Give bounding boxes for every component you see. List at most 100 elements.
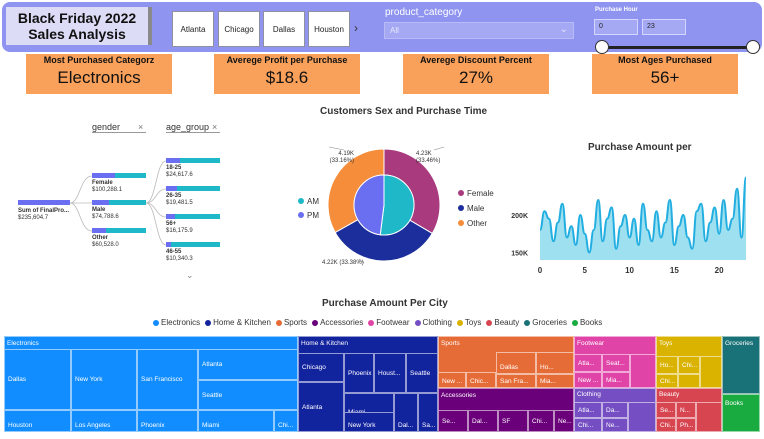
treemap-tile-accessories[interactable]: Ne...	[554, 410, 574, 432]
legend-item-beauty[interactable]: Beauty	[481, 318, 519, 327]
age-node-0-bar[interactable]	[166, 158, 220, 163]
treemap-tile-footwear[interactable]: New ...	[574, 372, 602, 388]
treemap-tile-home-kitchen[interactable]: Atlanta	[298, 382, 344, 432]
legend-item-female[interactable]: Female	[458, 186, 494, 201]
treemap-tile-home-kitchen[interactable]: Houst...	[374, 353, 406, 393]
treemap-tile-electronics[interactable]: Atlanta	[198, 349, 298, 380]
legend-item-books[interactable]: Books	[567, 318, 602, 327]
legend-item-groceries[interactable]: Groceries	[519, 318, 567, 327]
treemap-tile-home-kitchen[interactable]: Chicago	[298, 353, 344, 382]
treemap-tile-sports[interactable]: New ...	[438, 372, 466, 388]
treemap-tile-electronics[interactable]: San Francisco	[137, 349, 198, 410]
treemap-tile-sports[interactable]: Dallas	[496, 352, 536, 374]
age-node-2-bar[interactable]	[166, 214, 220, 219]
treemap-tile-beauty[interactable]	[696, 402, 722, 432]
city-button-atlanta[interactable]: Atlanta	[172, 11, 214, 47]
legend-label: Home & Kitchen	[213, 318, 271, 327]
legend-item-toys[interactable]: Toys	[452, 318, 481, 327]
y-tick-label: 150K	[511, 251, 528, 258]
treemap-tile-clothing[interactable]	[628, 402, 656, 432]
treemap-tile-beauty[interactable]: N...	[676, 402, 696, 418]
treemap-tile-sports[interactable]: San Fra...	[496, 374, 536, 388]
city-button-dallas[interactable]: Dallas	[263, 11, 305, 47]
treemap-tile-electronics[interactable]: Seattle	[198, 380, 298, 410]
city-button-houston[interactable]: Houston	[308, 11, 350, 47]
donut-slice-pm[interactable]	[353, 174, 385, 236]
treemap-tile-toys[interactable]	[678, 374, 700, 388]
age-node-1-bar[interactable]	[166, 186, 220, 191]
gender-node-other-bar[interactable]	[92, 228, 146, 233]
city-button-chicago[interactable]: Chicago	[218, 11, 260, 47]
legend-item-pm[interactable]: PM	[298, 209, 319, 223]
treemap-tile-home-kitchen[interactable]: Phoenix	[344, 353, 374, 393]
treemap-tile-sports[interactable]: Ho...	[536, 352, 574, 374]
treemap-tile-accessories[interactable]: Dal...	[468, 410, 498, 432]
hour-slider-max-handle[interactable]	[746, 40, 760, 54]
age-node-3-bar[interactable]	[166, 242, 220, 247]
treemap-tile-electronics[interactable]: Chi...	[274, 410, 298, 432]
treemap-tile-electronics[interactable]: Dallas	[4, 349, 71, 410]
hour-slider-track[interactable]	[602, 46, 753, 49]
treemap-tile-toys[interactable]	[700, 356, 722, 388]
treemap-tile-electronics[interactable]: Houston	[4, 410, 71, 432]
hour-slider-min-handle[interactable]	[595, 40, 609, 54]
treemap-tile-electronics[interactable]: Los Angeles	[71, 410, 137, 432]
treemap-tile-accessories[interactable]: Chi...	[528, 410, 554, 432]
treemap-group-title: Clothing	[577, 391, 601, 398]
treemap-tile-accessories[interactable]: Se...	[438, 410, 468, 432]
treemap-group-books[interactable]	[722, 394, 760, 432]
treemap-tile-electronics[interactable]: Miami	[198, 410, 274, 432]
legend-item-footwear[interactable]: Footwear	[363, 318, 410, 327]
legend-item-accessories[interactable]: Accessories	[307, 318, 363, 327]
treemap-tile-footwear[interactable]	[630, 354, 656, 388]
treemap-tile-home-kitchen[interactable]: Seattle	[406, 353, 438, 393]
treemap-tile-toys[interactable]: Chi...	[656, 374, 678, 388]
treemap-tile-beauty[interactable]: Ph...	[676, 418, 696, 432]
treemap-tile-home-kitchen[interactable]: New York	[344, 412, 394, 432]
gender-node-male-bar[interactable]	[92, 200, 146, 205]
legend-item-clothing[interactable]: Clothing	[410, 318, 452, 327]
gender-node-other-value: $60,528.0	[92, 242, 119, 248]
close-icon[interactable]: ×	[138, 122, 144, 132]
legend-item-am[interactable]: AM	[298, 195, 319, 209]
treemap-tile-home-kitchen[interactable]: Dal...	[394, 393, 418, 432]
chevron-down-icon[interactable]: ⌄	[186, 270, 194, 280]
treemap-tile-clothing[interactable]: Ne...	[602, 418, 628, 432]
hour-min-input[interactable]: 0	[594, 19, 638, 35]
treemap-tile-beauty[interactable]: Se...	[656, 402, 676, 418]
treemap-tile-footwear[interactable]: Mia...	[602, 372, 630, 388]
age-node-1-value: $19,481.5	[166, 200, 193, 206]
legend-item-electronics[interactable]: Electronics	[148, 318, 200, 327]
treemap-tile-sports[interactable]: Mia...	[536, 374, 574, 388]
treemap-tile-clothing[interactable]: Chi...	[574, 418, 602, 432]
gender-node-female-bar[interactable]	[92, 173, 146, 178]
treemap-tile-accessories[interactable]: SF	[498, 410, 528, 432]
treemap-tile-footwear[interactable]: Atla...	[574, 354, 602, 372]
donut-legend-time: AM PM	[298, 195, 319, 223]
legend-item-other[interactable]: Other	[458, 216, 494, 231]
treemap-tile-home-kitchen[interactable]: Sa...	[418, 393, 438, 432]
treemap-tile-sports[interactable]: Chic...	[466, 372, 496, 388]
treemap-tile-electronics[interactable]: Phoenix	[137, 410, 198, 432]
legend-dot	[414, 319, 421, 326]
close-icon[interactable]: ×	[212, 122, 218, 132]
treemap-tile-toys[interactable]: Chi...	[678, 356, 700, 374]
root-bar[interactable]	[18, 200, 70, 205]
treemap-tile-clothing[interactable]: Da...	[602, 402, 628, 418]
hour-max-input[interactable]: 23	[642, 19, 686, 35]
filter-chip-age-group[interactable]: age_group ×	[166, 122, 220, 133]
legend-item-sports[interactable]: Sports	[271, 318, 307, 327]
treemap-tile-footwear[interactable]: Seat...	[602, 354, 630, 372]
treemap-tile-clothing[interactable]: Atla...	[574, 402, 602, 418]
filter-chip-gender[interactable]: gender ×	[92, 122, 146, 133]
treemap-tile-toys[interactable]: Ho...	[656, 356, 678, 374]
treemap-tile-beauty[interactable]: Chi...	[656, 418, 676, 432]
legend-item-home-kitchen[interactable]: Home & Kitchen	[200, 318, 271, 327]
area-line[interactable]	[539, 176, 747, 254]
legend-label: Books	[579, 318, 603, 327]
treemap-tile-electronics[interactable]: New York	[71, 349, 137, 410]
product-category-dropdown[interactable]: All ⌄	[384, 22, 574, 39]
treemap-group-groceries[interactable]	[722, 336, 760, 394]
chevron-right-icon[interactable]: ›	[354, 21, 358, 35]
legend-item-male[interactable]: Male	[458, 201, 494, 216]
